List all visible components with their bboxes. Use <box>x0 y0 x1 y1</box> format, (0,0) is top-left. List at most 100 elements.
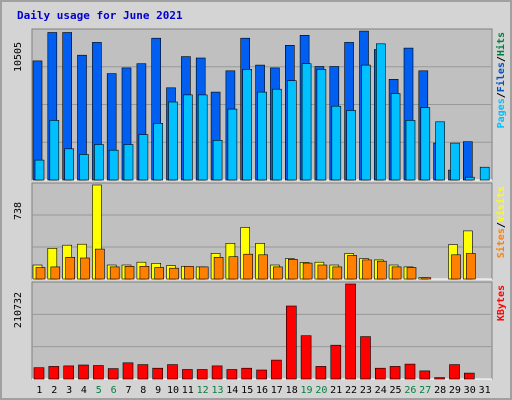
bar-files-day-20 <box>316 69 327 181</box>
bar-sites-day-8 <box>139 265 150 280</box>
legend-entry: Hits <box>495 32 507 56</box>
bar-files-day-18 <box>286 80 297 181</box>
bar-kbytes-day-9 <box>152 367 163 380</box>
day-label-16: 16 <box>256 385 268 396</box>
day-label-12: 12 <box>197 385 209 396</box>
day-label-1: 1 <box>36 385 42 396</box>
day-label-28: 28 <box>434 385 446 396</box>
bar-files-day-30 <box>464 176 475 181</box>
bar-kbytes-day-29 <box>449 364 460 380</box>
bar-files-day-31 <box>479 166 490 181</box>
bar-files-day-11 <box>183 94 193 181</box>
bar-files-day-24 <box>375 43 386 181</box>
bar-sites-day-4 <box>80 257 90 280</box>
day-label-6: 6 <box>111 385 117 396</box>
bar-sites-day-25 <box>391 266 402 280</box>
day-label-20: 20 <box>315 385 327 396</box>
bar-kbytes-day-16 <box>256 369 267 380</box>
bar-files-day-14 <box>227 108 238 181</box>
max-label-kbytes: 210732 <box>13 292 24 328</box>
bar-files-day-19 <box>301 63 312 181</box>
bar-kbytes-day-26 <box>404 363 416 380</box>
bar-sites-day-23 <box>362 259 372 280</box>
day-label-10: 10 <box>167 385 179 396</box>
bar-sites-day-16 <box>258 254 268 280</box>
day-label-29: 29 <box>449 385 461 396</box>
bar-files-day-3 <box>64 148 75 181</box>
legend-visits_sites: Sites/Visits <box>495 186 507 258</box>
bar-sites-day-18 <box>287 258 298 280</box>
bar-sites-day-30 <box>465 253 476 280</box>
bar-sites-day-14 <box>228 256 239 280</box>
bar-kbytes-day-25 <box>389 366 401 380</box>
day-label-30: 30 <box>464 385 476 396</box>
bar-kbytes-day-2 <box>48 366 60 380</box>
day-label-8: 8 <box>140 385 146 396</box>
bar-sites-day-13 <box>213 257 224 280</box>
bar-files-day-17 <box>272 88 282 181</box>
legend-entry: Visits <box>495 186 507 222</box>
bar-files-day-8 <box>138 134 149 181</box>
bar-kbytes-day-6 <box>107 368 119 380</box>
day-label-19: 19 <box>300 385 312 396</box>
bar-files-day-27 <box>420 107 431 181</box>
bar-files-day-10 <box>168 101 178 181</box>
day-label-18: 18 <box>286 385 298 396</box>
bar-sites-day-5 <box>95 248 105 280</box>
bar-sites-day-10 <box>169 267 179 280</box>
bar-kbytes-day-7 <box>122 362 134 380</box>
bar-sites-day-26 <box>406 267 417 280</box>
bar-sites-day-7 <box>124 265 135 280</box>
legend-entry: Sites <box>495 228 507 258</box>
bar-sites-day-22 <box>347 255 357 280</box>
day-label-24: 24 <box>375 385 387 396</box>
bar-sites-day-9 <box>154 267 164 280</box>
bar-sites-day-29 <box>451 254 461 280</box>
legend-entry: / <box>496 56 507 62</box>
bar-kbytes-day-10 <box>167 364 178 380</box>
bar-files-day-15 <box>242 69 252 181</box>
day-label-3: 3 <box>66 385 72 396</box>
bar-files-day-16 <box>257 91 267 181</box>
bar-files-day-2 <box>49 120 60 181</box>
legend-entry: Pages <box>496 98 507 128</box>
bar-kbytes-day-18 <box>285 305 297 380</box>
legend-hits_files_pages: Pages/Files/Hits <box>495 32 507 128</box>
legend-kbytes: KBytes <box>496 285 507 321</box>
day-label-13: 13 <box>211 385 223 396</box>
bar-sites-day-17 <box>273 266 283 280</box>
bar-kbytes-day-4 <box>78 364 89 380</box>
day-label-25: 25 <box>389 385 401 396</box>
bar-sites-day-11 <box>184 265 194 280</box>
bar-files-day-25 <box>390 93 401 181</box>
bar-files-day-1 <box>34 159 45 181</box>
bar-files-day-28 <box>435 121 445 181</box>
bar-sites-day-27 <box>421 277 432 280</box>
max-label-visits_sites: 738 <box>13 202 24 220</box>
bar-files-day-12 <box>197 94 208 181</box>
bar-sites-day-24 <box>376 260 387 280</box>
bar-kbytes-day-3 <box>63 365 75 380</box>
day-label-26: 26 <box>404 385 416 396</box>
plot-area-kbytes <box>31 281 493 380</box>
legend-entry: / <box>496 92 507 98</box>
bar-kbytes-day-19 <box>300 335 312 380</box>
max-label-hits_files_pages: 10505 <box>13 42 24 72</box>
bar-files-day-13 <box>212 140 223 181</box>
bar-kbytes-day-23 <box>360 336 371 380</box>
day-label-11: 11 <box>182 385 194 396</box>
bar-sites-day-3 <box>65 257 76 280</box>
bar-sites-day-19 <box>302 262 313 280</box>
bar-files-day-6 <box>108 149 119 181</box>
bar-files-day-21 <box>331 105 342 181</box>
bar-kbytes-day-5 <box>93 365 104 380</box>
bar-kbytes-day-21 <box>330 344 342 380</box>
bar-sites-day-6 <box>109 266 120 280</box>
bar-files-day-5 <box>94 144 104 181</box>
bar-kbytes-day-24 <box>374 367 386 380</box>
bar-files-day-26 <box>405 120 416 181</box>
bar-kbytes-day-15 <box>241 367 252 380</box>
bar-sites-day-12 <box>198 266 209 280</box>
